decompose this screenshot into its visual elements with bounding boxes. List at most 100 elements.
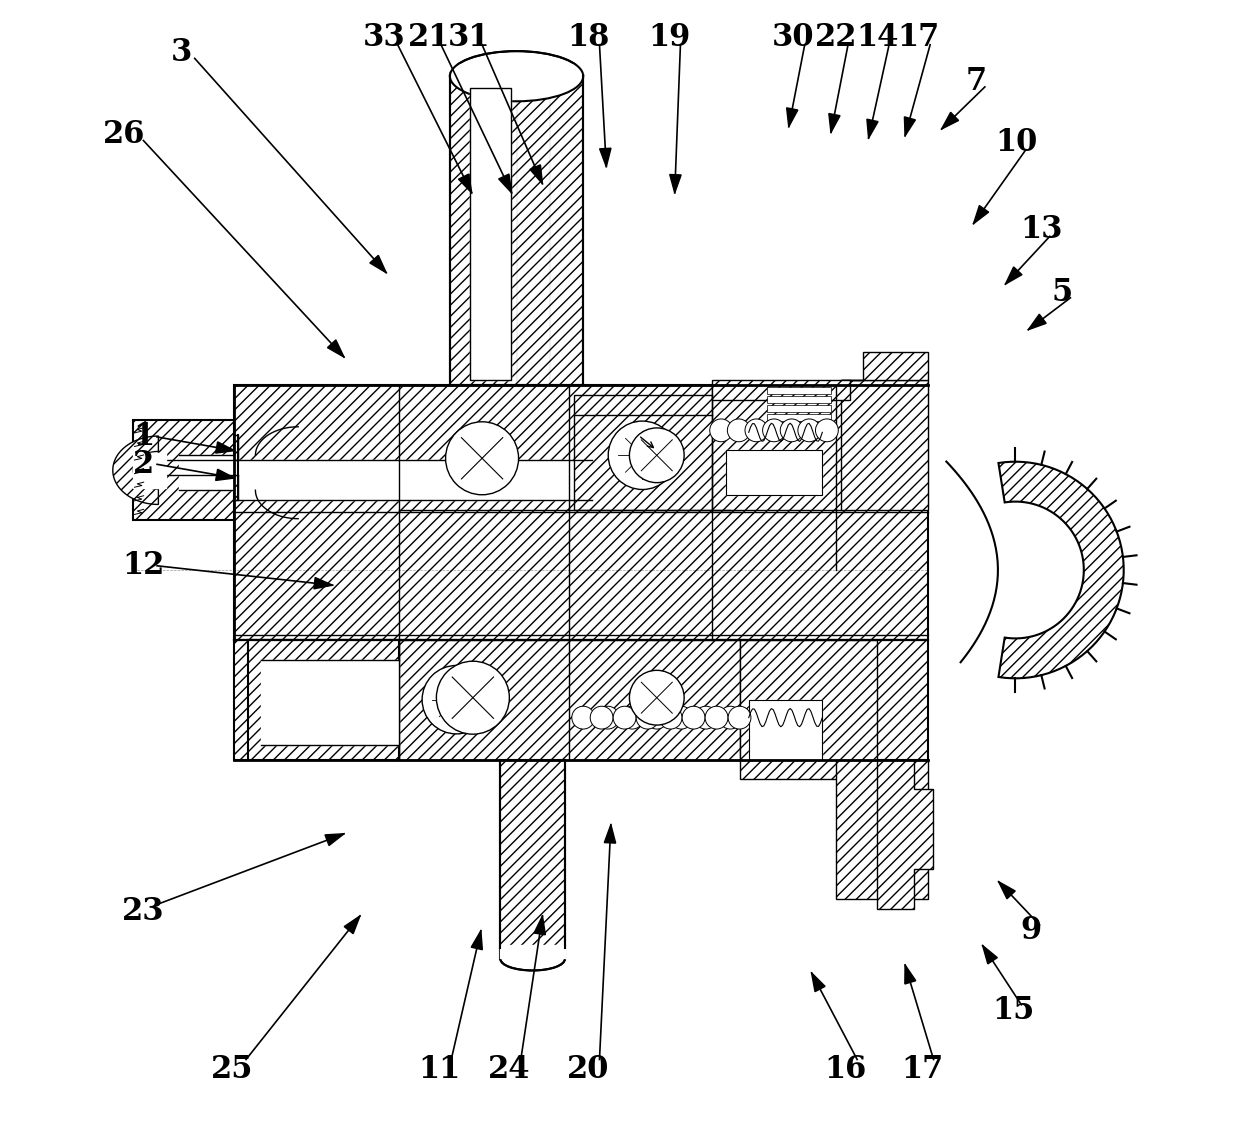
Ellipse shape [450, 51, 583, 102]
Circle shape [422, 665, 491, 734]
Polygon shape [828, 113, 839, 133]
Text: 19: 19 [649, 23, 691, 54]
Text: 17: 17 [898, 23, 940, 54]
Polygon shape [904, 117, 915, 136]
Polygon shape [134, 453, 166, 488]
Bar [712, 381, 849, 400]
Text: 23: 23 [122, 896, 165, 927]
Circle shape [609, 421, 677, 489]
Circle shape [670, 706, 693, 729]
Text: 16: 16 [825, 1054, 867, 1085]
Polygon shape [867, 119, 878, 138]
Text: 1: 1 [133, 422, 154, 453]
Bar [768, 424, 832, 431]
Text: 24: 24 [489, 1054, 531, 1085]
Text: 22: 22 [816, 23, 858, 54]
Polygon shape [841, 352, 928, 381]
Bar [836, 760, 928, 900]
Circle shape [728, 419, 750, 441]
Text: 15: 15 [992, 996, 1034, 1026]
Bar [768, 387, 832, 394]
Text: 20: 20 [567, 1054, 609, 1085]
Circle shape [596, 706, 619, 729]
Text: 9: 9 [1021, 916, 1042, 946]
Polygon shape [501, 945, 565, 959]
Polygon shape [216, 470, 234, 480]
Polygon shape [534, 916, 546, 935]
Polygon shape [604, 824, 616, 844]
Circle shape [682, 706, 706, 729]
Polygon shape [459, 174, 471, 193]
Circle shape [621, 706, 644, 729]
Circle shape [780, 419, 804, 441]
Polygon shape [998, 881, 1016, 898]
Polygon shape [345, 916, 360, 934]
Polygon shape [471, 930, 482, 950]
Circle shape [694, 706, 717, 729]
Polygon shape [325, 833, 343, 846]
Polygon shape [973, 206, 988, 224]
Bar [725, 450, 822, 495]
Polygon shape [1028, 314, 1047, 330]
Polygon shape [113, 435, 159, 504]
Circle shape [590, 706, 613, 729]
Bar [574, 395, 739, 510]
Circle shape [630, 427, 684, 482]
Circle shape [436, 661, 510, 734]
Bar [234, 640, 928, 760]
Polygon shape [179, 455, 234, 490]
Polygon shape [133, 461, 238, 475]
Bar [248, 640, 399, 760]
Circle shape [763, 419, 785, 441]
Polygon shape [470, 88, 511, 379]
Circle shape [745, 419, 768, 441]
Polygon shape [811, 973, 825, 992]
Text: 33: 33 [362, 23, 405, 54]
Polygon shape [216, 442, 234, 453]
Circle shape [728, 706, 751, 729]
Bar [133, 475, 238, 501]
Polygon shape [450, 64, 583, 77]
Polygon shape [725, 450, 822, 495]
Circle shape [572, 706, 595, 729]
Bar [501, 760, 565, 959]
Bar [841, 381, 928, 510]
Polygon shape [670, 175, 681, 193]
Polygon shape [941, 112, 959, 129]
Text: 25: 25 [211, 1054, 253, 1085]
Text: 17: 17 [901, 1054, 944, 1085]
Bar [450, 77, 583, 385]
Bar [768, 406, 832, 413]
Circle shape [719, 706, 742, 729]
Circle shape [660, 706, 682, 729]
Text: 5: 5 [1052, 277, 1073, 307]
Circle shape [797, 419, 821, 441]
Bar [712, 385, 849, 510]
Polygon shape [529, 165, 542, 184]
Text: 18: 18 [567, 23, 609, 54]
Polygon shape [370, 255, 386, 273]
Text: 10: 10 [996, 127, 1038, 158]
Text: 13: 13 [1021, 214, 1063, 245]
Circle shape [614, 706, 636, 729]
Polygon shape [327, 339, 343, 357]
Bar [399, 640, 739, 760]
Bar [768, 415, 832, 422]
Polygon shape [1006, 267, 1022, 285]
Polygon shape [498, 174, 512, 193]
Text: 12: 12 [123, 550, 165, 582]
Polygon shape [905, 965, 916, 984]
Polygon shape [314, 577, 332, 589]
Bar [133, 435, 238, 461]
Text: 2: 2 [133, 449, 154, 480]
Polygon shape [786, 107, 797, 127]
Text: 11: 11 [419, 1054, 461, 1085]
Polygon shape [262, 660, 399, 744]
Polygon shape [234, 461, 593, 501]
Circle shape [816, 419, 838, 441]
Text: 30: 30 [773, 23, 815, 54]
Circle shape [630, 670, 684, 725]
Circle shape [706, 706, 728, 729]
Polygon shape [982, 945, 997, 964]
Text: 14: 14 [857, 23, 899, 54]
